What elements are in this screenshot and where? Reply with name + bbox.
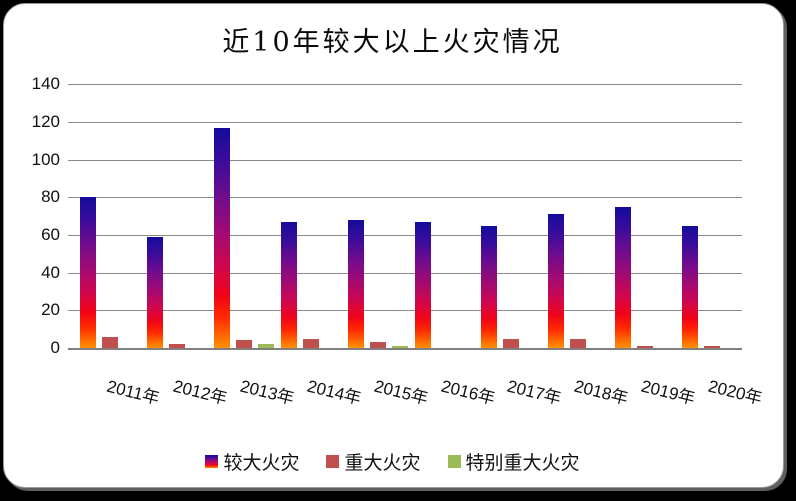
extra-serious-fire-swatch-icon xyxy=(447,454,461,468)
gridline-100 xyxy=(68,159,742,161)
gridline-80 xyxy=(68,197,742,199)
legend-label: 较大火灾 xyxy=(223,452,300,474)
bar-重大火灾-2020年 xyxy=(704,346,721,348)
bar-重大火灾-2017年 xyxy=(503,339,520,348)
chart-card xyxy=(3,3,784,488)
bar-较大火灾-2013年 xyxy=(213,128,230,348)
serious-fire-swatch-icon xyxy=(326,454,340,468)
bar-较大火灾-2012年 xyxy=(146,237,163,348)
chart-title: 近10年较大以上火灾情况 xyxy=(222,27,563,58)
gridline-140 xyxy=(68,84,742,86)
y-tick-label: 140 xyxy=(31,74,60,94)
larger-fire-swatch-icon xyxy=(205,454,219,468)
bar-重大火灾-2011年 xyxy=(102,337,118,348)
legend-item-larger-fire: 较大火灾 xyxy=(205,448,299,475)
bar-较大火灾-2016年 xyxy=(414,222,431,348)
y-tick-label: 0 xyxy=(50,338,60,357)
bar-特别重大火灾-2015年 xyxy=(391,346,408,348)
legend-label: 特别重大火灾 xyxy=(465,452,580,474)
gridline-60 xyxy=(68,235,742,237)
gridline-20 xyxy=(68,310,742,312)
legend-item-serious-fire: 重大火灾 xyxy=(326,448,421,475)
bar-重大火灾-2013年 xyxy=(235,340,252,348)
y-tick-label: 80 xyxy=(41,187,60,207)
bar-较大火灾-2011年 xyxy=(80,197,96,348)
y-tick-label: 40 xyxy=(41,262,60,282)
gridline-120 xyxy=(68,122,742,124)
bar-重大火灾-2012年 xyxy=(168,344,185,348)
bar-重大火灾-2015年 xyxy=(369,342,386,348)
y-tick-label: 100 xyxy=(31,149,60,169)
gridline-0 xyxy=(68,348,742,350)
bar-较大火灾-2014年 xyxy=(280,222,297,348)
bar-较大火灾-2015年 xyxy=(347,220,364,348)
bar-重大火灾-2014年 xyxy=(302,339,319,348)
bar-较大火灾-2017年 xyxy=(481,226,498,348)
legend: 较大火灾 重大火灾 特别重大火灾 xyxy=(3,446,782,476)
y-tick-label: 120 xyxy=(31,112,60,132)
legend-label: 重大火灾 xyxy=(344,452,421,474)
bar-较大火灾-2020年 xyxy=(682,226,699,348)
bar-重大火灾-2019年 xyxy=(637,346,654,348)
legend-item-extra-serious-fire: 特别重大火灾 xyxy=(447,448,580,475)
bar-较大火灾-2018年 xyxy=(548,214,565,348)
y-tick-label: 20 xyxy=(41,300,60,320)
y-tick-label: 60 xyxy=(41,225,60,245)
bar-特别重大火灾-2013年 xyxy=(257,344,274,348)
bar-较大火灾-2019年 xyxy=(615,207,632,348)
bar-重大火灾-2018年 xyxy=(570,339,587,348)
gridline-40 xyxy=(68,272,742,274)
